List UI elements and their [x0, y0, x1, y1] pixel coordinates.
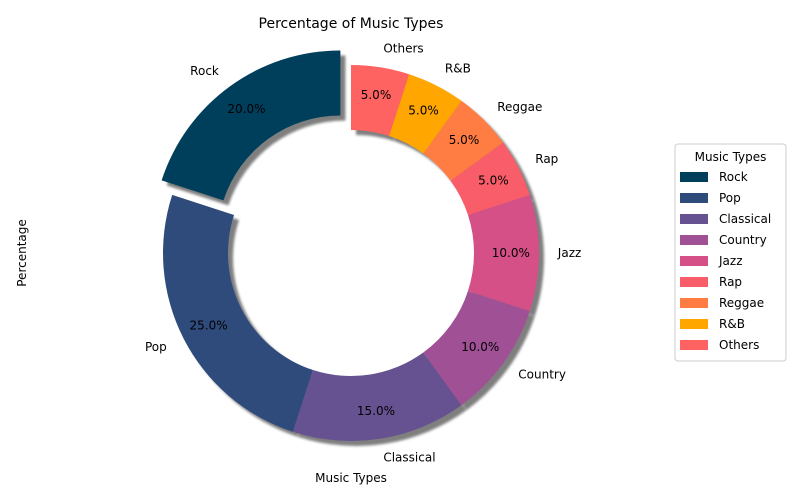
slice-labels: Rock 20.0% Pop 25.0% Classical 15.0% Country 10… — [145, 42, 581, 465]
slice-label-rap: Rap — [535, 152, 558, 166]
legend-swatch-classical — [680, 214, 708, 224]
legend-label-rock: Rock — [719, 170, 748, 184]
legend-label-rap: Rap — [719, 275, 742, 289]
legend-swatch-pop — [680, 193, 708, 203]
slice-label-classical: Classical — [383, 450, 435, 464]
slice-label-pop: Pop — [145, 340, 167, 354]
legend-label-country: Country — [719, 233, 767, 247]
legend-label-classical: Classical — [719, 212, 771, 226]
legend-swatch-others — [680, 340, 708, 350]
donut-slices — [161, 50, 540, 441]
slice-label-r-b: R&B — [445, 62, 471, 76]
slice-pct-country: 10.0% — [461, 340, 499, 354]
slice-pct-rock: 20.0% — [227, 102, 265, 116]
slice-label-country: Country — [518, 368, 566, 382]
slice-pct-pop: 25.0% — [190, 319, 228, 333]
slice-pct-reggae: 5.0% — [449, 133, 480, 147]
slice-rock — [161, 50, 341, 201]
legend-swatch-country — [680, 235, 708, 245]
slice-country — [423, 291, 530, 406]
y-axis-label: Percentage — [15, 219, 29, 287]
x-axis-label: Music Types — [315, 471, 387, 485]
slice-pct-r-b: 5.0% — [408, 104, 439, 118]
legend-swatch-rap — [680, 277, 708, 287]
slice-rap — [450, 142, 530, 215]
legend: Music Types Rock Pop Classical Country Jazz Ra… — [674, 143, 787, 362]
legend-swatch-jazz — [680, 256, 708, 266]
legend-label-others: Others — [719, 338, 759, 352]
slice-label-jazz: Jazz — [557, 246, 582, 260]
slice-others — [351, 65, 410, 137]
legend-swatch-reggae — [680, 298, 708, 308]
legend-label-jazz: Jazz — [718, 254, 743, 268]
slice-pct-classical: 15.0% — [357, 404, 395, 418]
legend-label-r-b: R&B — [719, 317, 745, 331]
slice-reggae — [423, 100, 504, 181]
slice-pct-jazz: 10.0% — [492, 246, 530, 260]
legend-title: Music Types — [695, 150, 767, 164]
chart-title: Percentage of Music Types — [259, 16, 444, 32]
slice-pct-rap: 5.0% — [478, 173, 509, 187]
legend-swatch-rock — [680, 172, 708, 182]
slice-label-others: Others — [383, 42, 423, 56]
slice-pct-others: 5.0% — [361, 88, 392, 102]
slice-jazz — [467, 194, 540, 312]
slice-label-rock: Rock — [190, 64, 219, 78]
slice-r-b — [389, 74, 462, 154]
legend-swatch-r-b — [680, 319, 708, 329]
slice-classical — [292, 352, 462, 441]
slice-pop — [163, 194, 313, 432]
slice-label-reggae: Reggae — [497, 100, 542, 114]
legend-label-reggae: Reggae — [719, 296, 764, 310]
legend-label-pop: Pop — [719, 191, 741, 205]
